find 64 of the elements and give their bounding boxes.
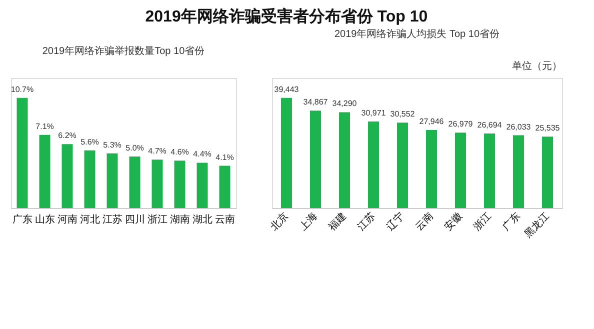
x-tick-label: 上海	[297, 210, 320, 233]
data-label: 7.1%	[36, 122, 54, 131]
bar	[542, 136, 553, 208]
bar	[62, 144, 73, 208]
data-label: 4.6%	[170, 148, 189, 157]
data-label: 4.4%	[193, 150, 212, 159]
bar	[339, 112, 350, 208]
chart-title: 2019年网络诈骗人均损失 Top 10省份	[334, 28, 500, 40]
data-label: 30,971	[361, 108, 386, 118]
x-tick-label: 安徽	[442, 210, 465, 233]
bar	[397, 122, 408, 208]
x-tick-label: 湖北	[192, 214, 212, 226]
bar	[484, 133, 495, 208]
data-label: 26,694	[477, 120, 502, 130]
bar	[39, 134, 50, 208]
data-label: 5.6%	[80, 137, 99, 146]
data-label: 5.0%	[126, 144, 144, 153]
bar	[281, 98, 292, 208]
x-tick-label: 辽宁	[384, 210, 407, 233]
text: 2019年网络诈骗受害者分布省份 Top 10	[145, 6, 428, 26]
bar	[196, 162, 208, 208]
x-tick-label: 云南	[413, 210, 436, 233]
data-label: 6.2%	[58, 131, 76, 140]
data-label: 5.3%	[103, 140, 122, 150]
bar	[513, 135, 524, 208]
data-label: 26,979	[448, 120, 474, 129]
data-label: 4.7%	[148, 146, 166, 156]
x-tick-label: 浙江	[147, 214, 168, 226]
bar	[106, 153, 118, 208]
x-tick-label: 江苏	[355, 210, 378, 233]
bar	[174, 160, 186, 208]
x-tick-label: 广东	[12, 214, 32, 226]
data-label: 26,033	[506, 122, 532, 132]
data-label: 10.7%	[10, 84, 34, 94]
data-label: 39,443	[274, 84, 300, 94]
bar	[129, 156, 140, 208]
chart-subtitle: 2019年网络诈骗举报数量Top 10省份	[42, 45, 205, 57]
bar	[219, 166, 230, 208]
x-tick-label: 黑龙江	[522, 210, 552, 240]
x-tick-label: 北京	[268, 210, 291, 233]
x-tick-label: 广东	[500, 210, 523, 233]
text: 单位（元）	[512, 60, 562, 72]
bar	[16, 98, 28, 208]
bar	[455, 132, 466, 208]
data-label: 25,535	[535, 124, 560, 133]
data-label: 34,290	[332, 99, 358, 108]
bar	[368, 121, 379, 208]
x-tick-label: 湖南	[170, 214, 190, 226]
data-label: 27,946	[419, 116, 444, 126]
bar	[152, 160, 163, 208]
data-label: 30,552	[390, 110, 416, 119]
x-tick-label: 河北	[80, 214, 100, 226]
x-tick-label: 河南	[57, 214, 78, 226]
data-label: 4.1%	[216, 152, 234, 162]
x-tick-label: 浙江	[471, 210, 494, 233]
x-tick-label: 山东	[34, 214, 55, 226]
bar	[426, 130, 437, 208]
bar	[84, 150, 96, 208]
data-label: 34,867	[303, 98, 328, 107]
x-tick-label: 江苏	[102, 214, 122, 226]
x-tick-label: 云南	[214, 214, 235, 226]
x-tick-label: 四川	[124, 214, 145, 226]
bar	[310, 110, 321, 208]
x-tick-label: 福建	[326, 210, 349, 233]
